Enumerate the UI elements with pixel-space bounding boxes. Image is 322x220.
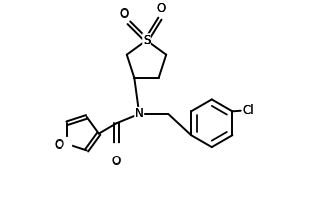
Text: O: O [120,7,129,20]
Text: O: O [54,138,63,151]
Text: O: O [62,138,71,150]
Text: N: N [135,107,144,120]
Text: O: O [156,2,166,15]
Text: O: O [54,139,63,152]
Text: O: O [112,155,121,168]
Text: N: N [135,107,144,120]
Text: S: S [142,34,151,47]
Text: S: S [143,34,150,47]
Text: O: O [156,2,166,15]
Text: Cl: Cl [242,104,254,117]
Text: N: N [135,107,144,120]
Text: O: O [112,144,121,157]
Text: S: S [143,34,150,47]
Text: Cl: Cl [242,104,254,117]
Text: S: S [143,34,150,47]
Text: S: S [143,34,150,47]
Text: O: O [112,154,121,167]
Text: O: O [120,8,129,21]
